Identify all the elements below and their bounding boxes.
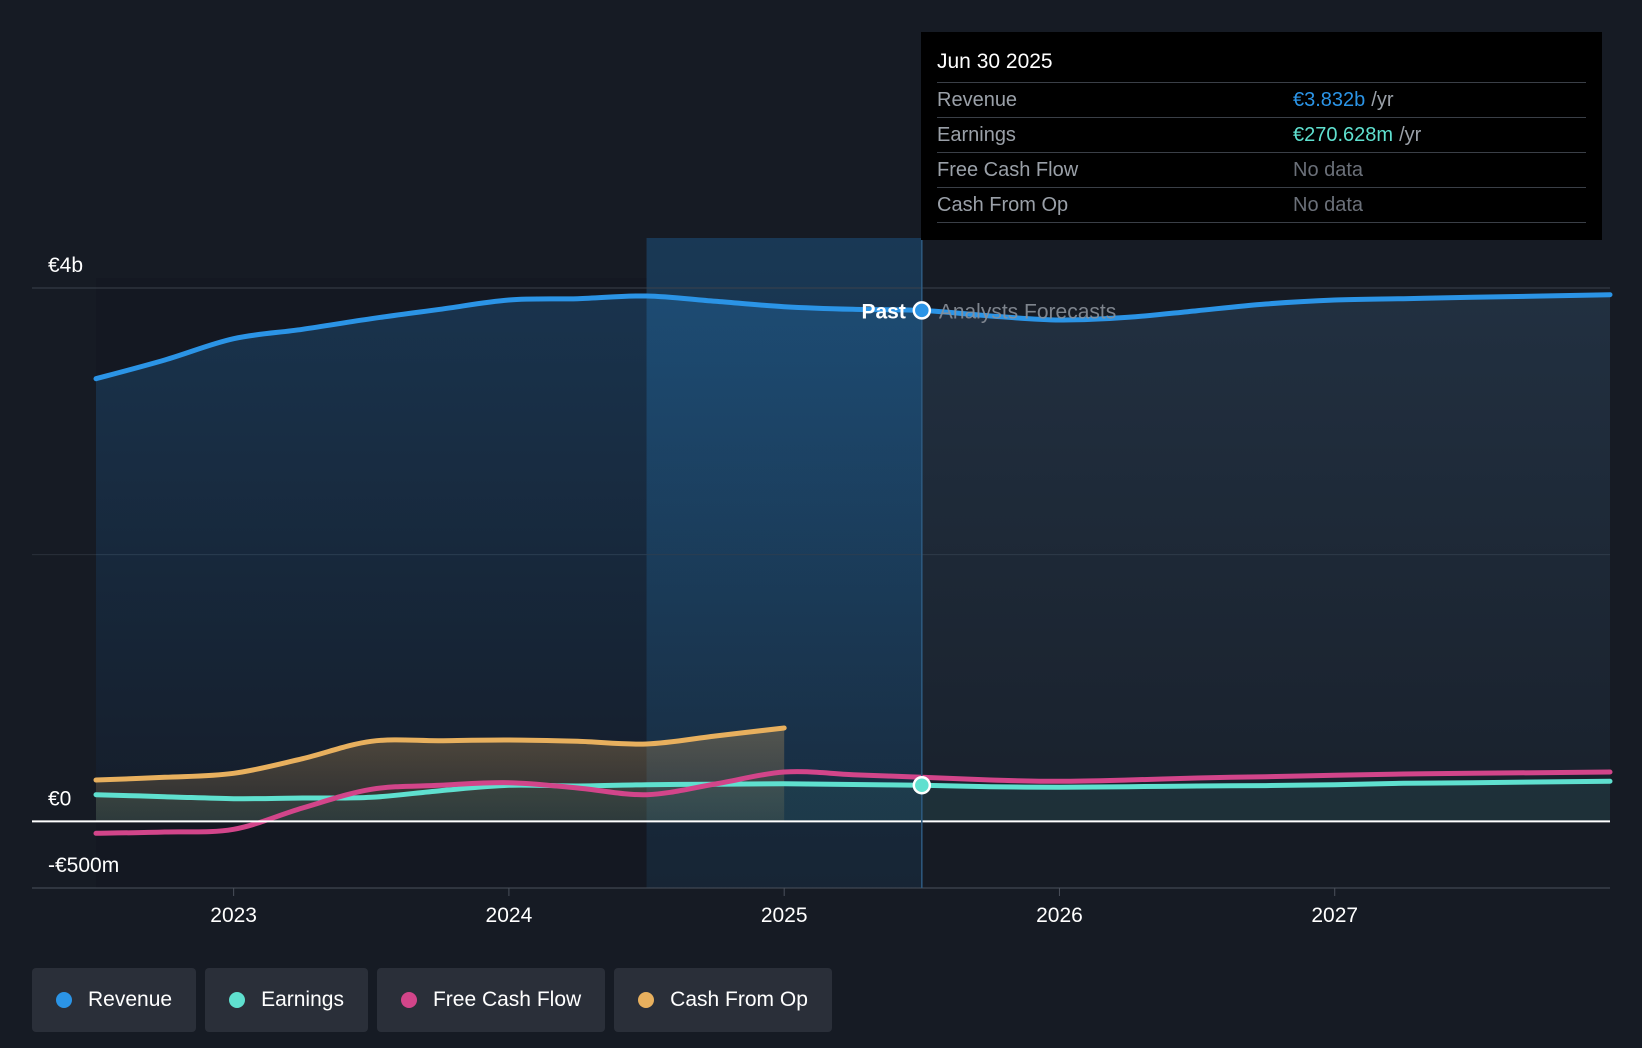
revenue-area-forecast: [921, 294, 1610, 822]
cash-from-op-line: [93, 725, 787, 783]
free-cash-flow-line: [93, 769, 1613, 836]
y-tick-label: -€500m: [48, 854, 119, 877]
tooltip-date: Jun 30 2025: [937, 50, 1053, 73]
tooltip-value: €3.832b: [1293, 89, 1366, 111]
y-tick-label: €0: [48, 787, 71, 810]
legend-item-earnings[interactable]: Earnings: [205, 968, 368, 1032]
legend-label: Cash From Op: [670, 988, 808, 1011]
past-label: Past: [861, 300, 905, 323]
x-tick-label: 2026: [1036, 904, 1083, 927]
revenue-area-past: [96, 295, 922, 822]
legend: Revenue Earnings Free Cash Flow Cash Fro…: [32, 968, 832, 1032]
legend-item-revenue[interactable]: Revenue: [32, 968, 197, 1032]
x-tick-label: 2025: [761, 904, 808, 927]
cash-from-op-dot-icon: [638, 992, 655, 1008]
legend-item-free-cash-flow[interactable]: Free Cash Flow: [376, 968, 606, 1032]
earnings-dot-icon: [229, 992, 246, 1008]
tooltip-row-revenue: Revenue €3.832b /yr: [937, 82, 1586, 117]
x-tick-label: 2024: [486, 904, 533, 927]
tooltip-label: Cash From Op: [937, 194, 1069, 216]
legend-item-cash-from-op[interactable]: Cash From Op: [614, 968, 832, 1032]
tooltip-label: Earnings: [937, 124, 1016, 146]
tooltip: Jun 30 2025 Revenue €3.832b /yr Earnings…: [921, 32, 1602, 240]
legend-label: Earnings: [261, 988, 344, 1011]
tooltip-value: No data: [1293, 159, 1364, 181]
tooltip-label: Revenue: [937, 89, 1018, 111]
revenue-marker: [912, 301, 932, 320]
forecast-label: Analysts Forecasts: [939, 300, 1116, 323]
tooltip-row-cash-from-op: Cash From Op No data: [937, 187, 1586, 223]
x-tick-label: 2023: [210, 904, 257, 927]
x-tick-label: 2027: [1311, 904, 1358, 927]
tooltip-value: €270.628m: [1293, 124, 1394, 146]
tooltip-row-free-cash-flow: Free Cash Flow No data: [937, 152, 1586, 187]
chart-canvas: 2023 2024 2025 2026 2027 €4b €0 -€500m Past Analy…: [32, 238, 1613, 927]
y-tick-label: €4b: [48, 254, 83, 277]
legend-label: Free Cash Flow: [432, 988, 582, 1011]
free-cash-flow-dot-icon: [400, 992, 417, 1008]
earnings-marker: [912, 775, 932, 795]
tooltip-row-earnings: Earnings €270.628m /yr: [937, 117, 1586, 152]
legend-label: Revenue: [88, 988, 173, 1011]
tooltip-value: No data: [1293, 194, 1364, 216]
revenue-dot-icon: [56, 992, 72, 1008]
tooltip-label: Free Cash Flow: [937, 159, 1079, 181]
tooltip-unit: /yr: [1371, 89, 1394, 111]
earnings-area: [96, 781, 1610, 822]
tooltip-unit: /yr: [1399, 124, 1422, 146]
revenue-line: [93, 292, 1613, 382]
